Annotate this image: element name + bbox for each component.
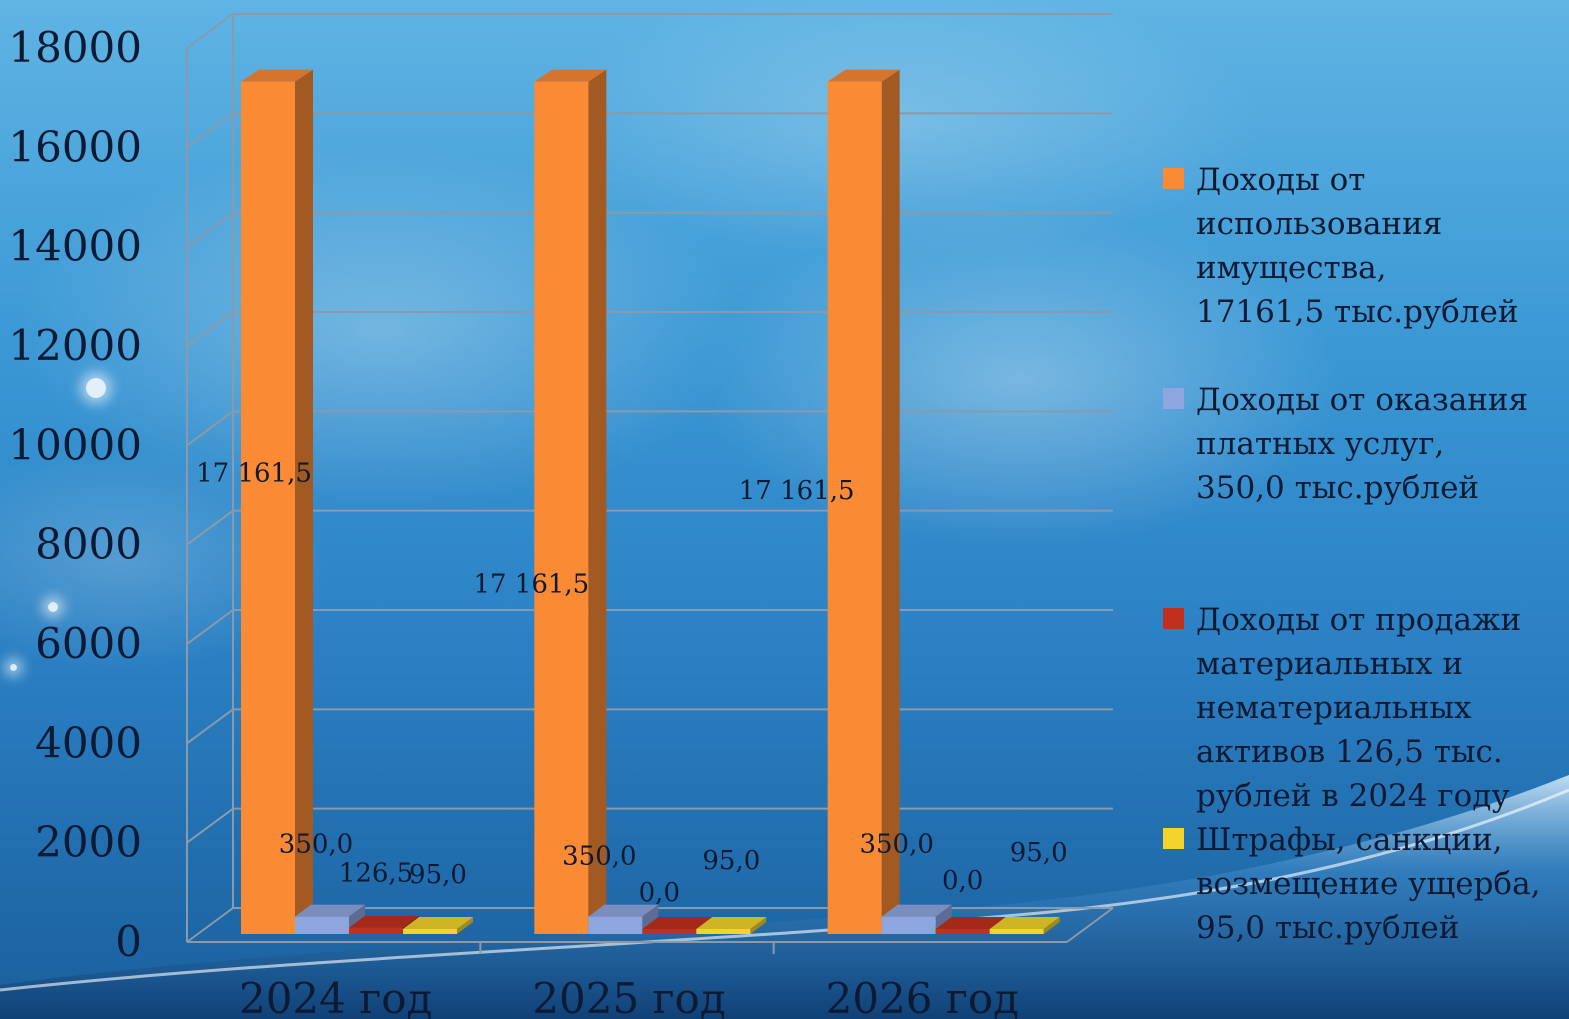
x-tick-label: 2025 год	[532, 974, 725, 1019]
data-label: 350,0	[859, 830, 933, 860]
bar	[935, 929, 990, 934]
gridline-depth	[186, 609, 234, 645]
legend-item: Доходы от оказания платных услуг, 350,0 …	[1163, 378, 1563, 510]
bar-side	[881, 69, 900, 934]
bar-side	[1043, 917, 1060, 934]
data-label: 350,0	[562, 842, 636, 872]
legend-label: Доходы от продажи материальных и нематер…	[1196, 602, 1522, 814]
bar	[989, 929, 1044, 934]
y-tick-label: 6000	[35, 619, 142, 668]
bar-top	[588, 904, 659, 917]
gridline-depth	[186, 112, 234, 149]
data-label: 95,0	[702, 846, 760, 876]
y-tick-label: 12000	[8, 321, 142, 370]
legend-item: Штрафы, санкции, возмещение ущерба, 95,0…	[1163, 818, 1563, 950]
bar	[642, 929, 697, 934]
bar-side	[588, 69, 607, 934]
bar-top	[696, 917, 767, 929]
data-label: 0,0	[639, 878, 680, 908]
legend-swatch	[1163, 168, 1184, 189]
y-tick-label: 16000	[8, 122, 142, 171]
legend-item: Доходы от использования имущества, 17161…	[1163, 158, 1563, 334]
bar-top	[403, 917, 473, 929]
data-label: 17 161,5	[473, 570, 589, 600]
bar-top	[642, 917, 713, 929]
sparkle-decoration	[86, 378, 106, 398]
y-tick-label: 2000	[35, 818, 142, 867]
legend-label: Доходы от использования имущества, 17161…	[1196, 162, 1519, 330]
gridline-depth	[186, 311, 234, 347]
bar-top	[295, 904, 365, 917]
gridline-depth	[186, 807, 234, 844]
bar-top	[989, 917, 1060, 929]
bar	[827, 81, 882, 934]
bar-top	[349, 915, 419, 928]
legend-label: Штрафы, санкции, возмещение ущерба, 95,0…	[1196, 822, 1541, 946]
data-label: 350,0	[279, 830, 353, 860]
y-tick-label: 8000	[35, 520, 142, 569]
sparkle-decoration	[48, 602, 58, 612]
bar-side	[750, 917, 767, 934]
bar	[881, 916, 936, 934]
data-label: 126,5	[339, 859, 413, 889]
bar-top	[827, 69, 900, 82]
y-tick-label: 10000	[8, 420, 142, 469]
data-label: 95,0	[1010, 838, 1068, 868]
legend-swatch	[1163, 828, 1184, 849]
bar-top	[881, 904, 952, 917]
y-tick-label: 4000	[35, 718, 142, 767]
gridline-depth	[186, 410, 234, 447]
data-label: 95,0	[409, 860, 467, 890]
bar-top	[534, 69, 607, 82]
y-tick-label: 14000	[8, 222, 142, 271]
data-label: 0,0	[942, 866, 983, 896]
bar	[534, 81, 589, 934]
bar-top	[935, 917, 1006, 929]
bar-top	[241, 69, 313, 82]
y-tick-label: 0	[115, 917, 142, 966]
data-label: 17 161,5	[196, 459, 312, 489]
data-label: 17 161,5	[739, 476, 855, 506]
bar-side	[295, 69, 313, 934]
gridline-depth	[186, 211, 234, 248]
legend-swatch	[1163, 608, 1184, 629]
bar	[241, 81, 295, 934]
x-tick-label: 2024 год	[239, 974, 432, 1019]
x-tick-label: 2026 год	[826, 974, 1019, 1019]
bar	[588, 916, 643, 934]
legend-swatch	[1163, 388, 1184, 409]
gridline-depth	[186, 13, 234, 49]
bar	[696, 929, 751, 934]
bar-side	[457, 917, 473, 934]
floor-edge	[1066, 907, 1114, 943]
legend-label: Доходы от оказания платных услуг, 350,0 …	[1196, 382, 1529, 506]
gridline-depth	[186, 509, 234, 546]
y-tick-label: 18000	[8, 23, 142, 72]
gridline-depth	[186, 708, 234, 745]
bar	[403, 929, 457, 934]
legend-item: Доходы от продажи материальных и нематер…	[1163, 598, 1563, 818]
bar	[295, 916, 349, 934]
bar	[349, 927, 403, 934]
gridline-depth	[186, 907, 234, 943]
sparkle-decoration	[10, 664, 17, 671]
